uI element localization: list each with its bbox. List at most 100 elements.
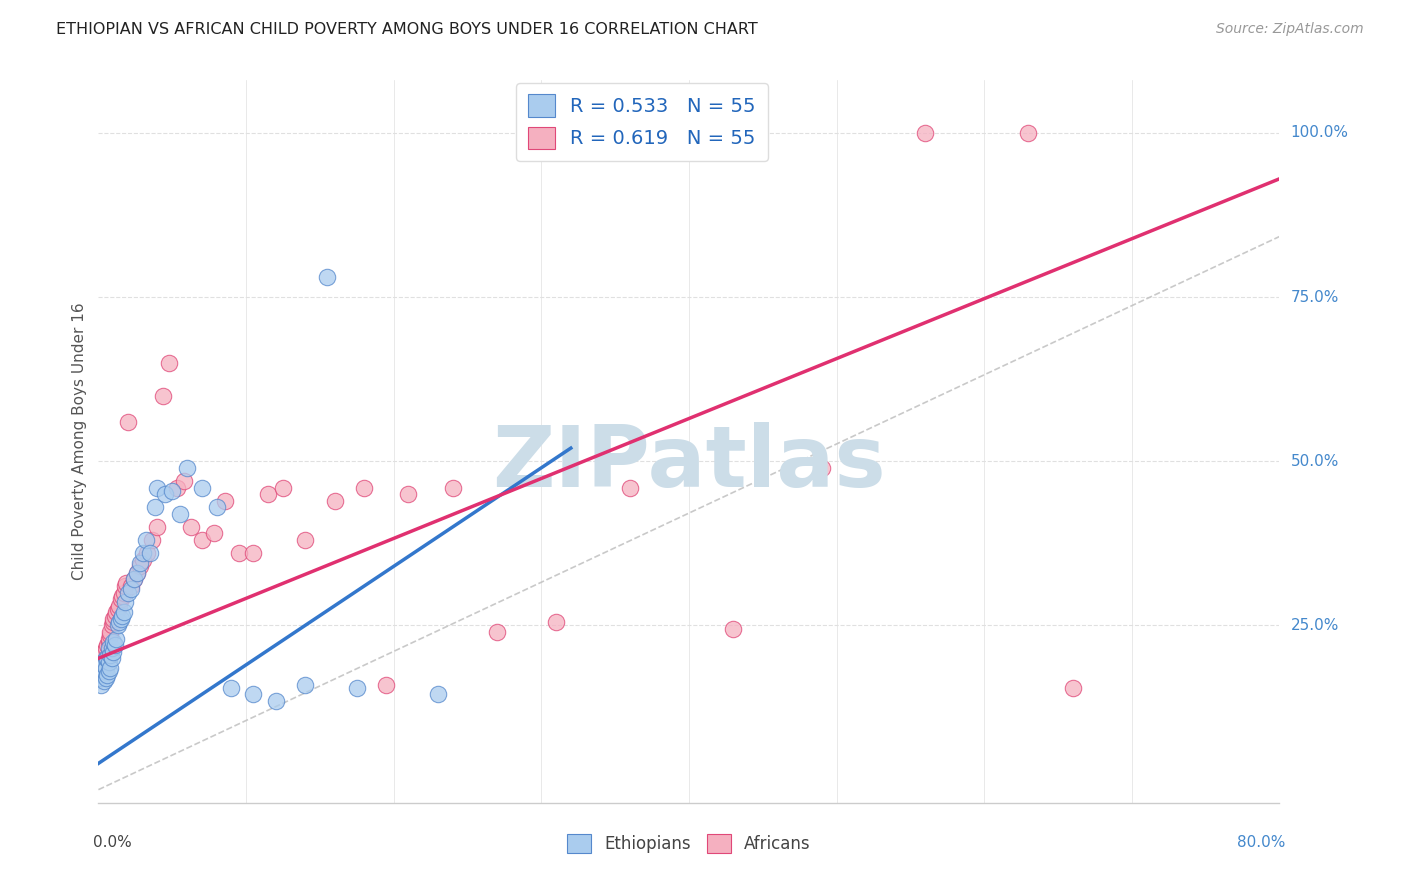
Point (103, 612, 125, 626)
Point (94, 641, 117, 656)
Point (191, 533, 214, 547)
Point (125, 566, 148, 580)
Point (104, 608, 127, 623)
Point (93, 645, 115, 659)
Point (242, 687, 264, 701)
Point (146, 481, 169, 495)
Point (103, 645, 125, 659)
Point (104, 638, 127, 652)
Point (91, 661, 114, 675)
Point (486, 625, 509, 640)
Point (135, 533, 157, 547)
Point (98, 661, 121, 675)
Point (353, 481, 375, 495)
Point (122, 573, 145, 587)
Point (90, 677, 112, 691)
Point (122, 573, 145, 587)
Point (375, 677, 398, 691)
Point (100, 618, 122, 632)
Point (108, 615, 131, 630)
Point (228, 546, 250, 560)
Point (132, 546, 155, 560)
Point (110, 612, 132, 626)
Point (108, 599, 131, 613)
Legend: Ethiopians, Africans: Ethiopians, Africans (561, 827, 817, 860)
Point (89, 667, 111, 681)
Point (723, 622, 745, 636)
Point (105, 632, 128, 646)
Point (97, 635, 120, 649)
Point (316, 270, 339, 285)
Text: ETHIOPIAN VS AFRICAN CHILD POVERTY AMONG BOYS UNDER 16 CORRELATION CHART: ETHIOPIAN VS AFRICAN CHILD POVERTY AMONG… (56, 22, 758, 37)
Point (153, 487, 176, 501)
Point (97, 655, 120, 669)
Point (120, 579, 142, 593)
Text: 50.0%: 50.0% (1291, 454, 1339, 468)
Point (97, 632, 120, 646)
Text: Source: ZipAtlas.com: Source: ZipAtlas.com (1216, 22, 1364, 37)
Point (94, 671, 117, 685)
Text: ZIPatlas: ZIPatlas (492, 422, 886, 505)
Point (619, 481, 641, 495)
Point (205, 500, 228, 515)
Point (1018, 126, 1040, 140)
Point (98, 628, 121, 642)
Y-axis label: Child Poverty Among Boys Under 16: Child Poverty Among Boys Under 16 (72, 302, 87, 581)
Point (96, 667, 118, 681)
Point (294, 677, 316, 691)
Point (103, 615, 125, 630)
Point (90, 671, 112, 685)
Point (132, 553, 155, 567)
Point (110, 592, 132, 607)
Point (173, 474, 195, 488)
Point (143, 500, 166, 515)
Text: 0.0%: 0.0% (93, 835, 131, 850)
Text: 80.0%: 80.0% (1237, 835, 1285, 850)
Point (100, 651, 122, 665)
Point (162, 483, 183, 498)
Point (112, 605, 135, 619)
Point (115, 575, 138, 590)
Point (914, 126, 936, 140)
Point (98, 648, 121, 662)
Point (125, 566, 148, 580)
Point (141, 533, 163, 547)
Point (810, 460, 832, 475)
Point (89, 665, 111, 679)
Point (117, 585, 139, 599)
Point (441, 481, 464, 495)
Point (271, 481, 294, 495)
Point (139, 546, 162, 560)
Point (114, 579, 136, 593)
Point (323, 493, 346, 508)
Point (398, 487, 420, 501)
Point (294, 533, 316, 547)
Point (98, 625, 121, 640)
Point (152, 388, 174, 402)
Point (346, 681, 368, 695)
Point (180, 520, 202, 534)
Point (191, 481, 214, 495)
Point (114, 595, 136, 609)
Point (146, 520, 169, 534)
Point (128, 556, 150, 570)
Point (166, 481, 188, 495)
Point (91, 651, 114, 665)
Point (107, 618, 129, 632)
Point (97, 641, 120, 656)
Point (103, 635, 125, 649)
Point (94, 651, 117, 665)
Point (107, 602, 129, 616)
Point (128, 559, 150, 574)
Point (105, 605, 128, 619)
Point (96, 638, 118, 652)
Point (136, 546, 159, 560)
Point (117, 415, 139, 429)
Point (242, 546, 264, 560)
Point (546, 615, 568, 630)
Point (93, 665, 115, 679)
Point (93, 674, 115, 689)
Point (111, 589, 134, 603)
Point (427, 687, 450, 701)
Point (264, 694, 287, 708)
